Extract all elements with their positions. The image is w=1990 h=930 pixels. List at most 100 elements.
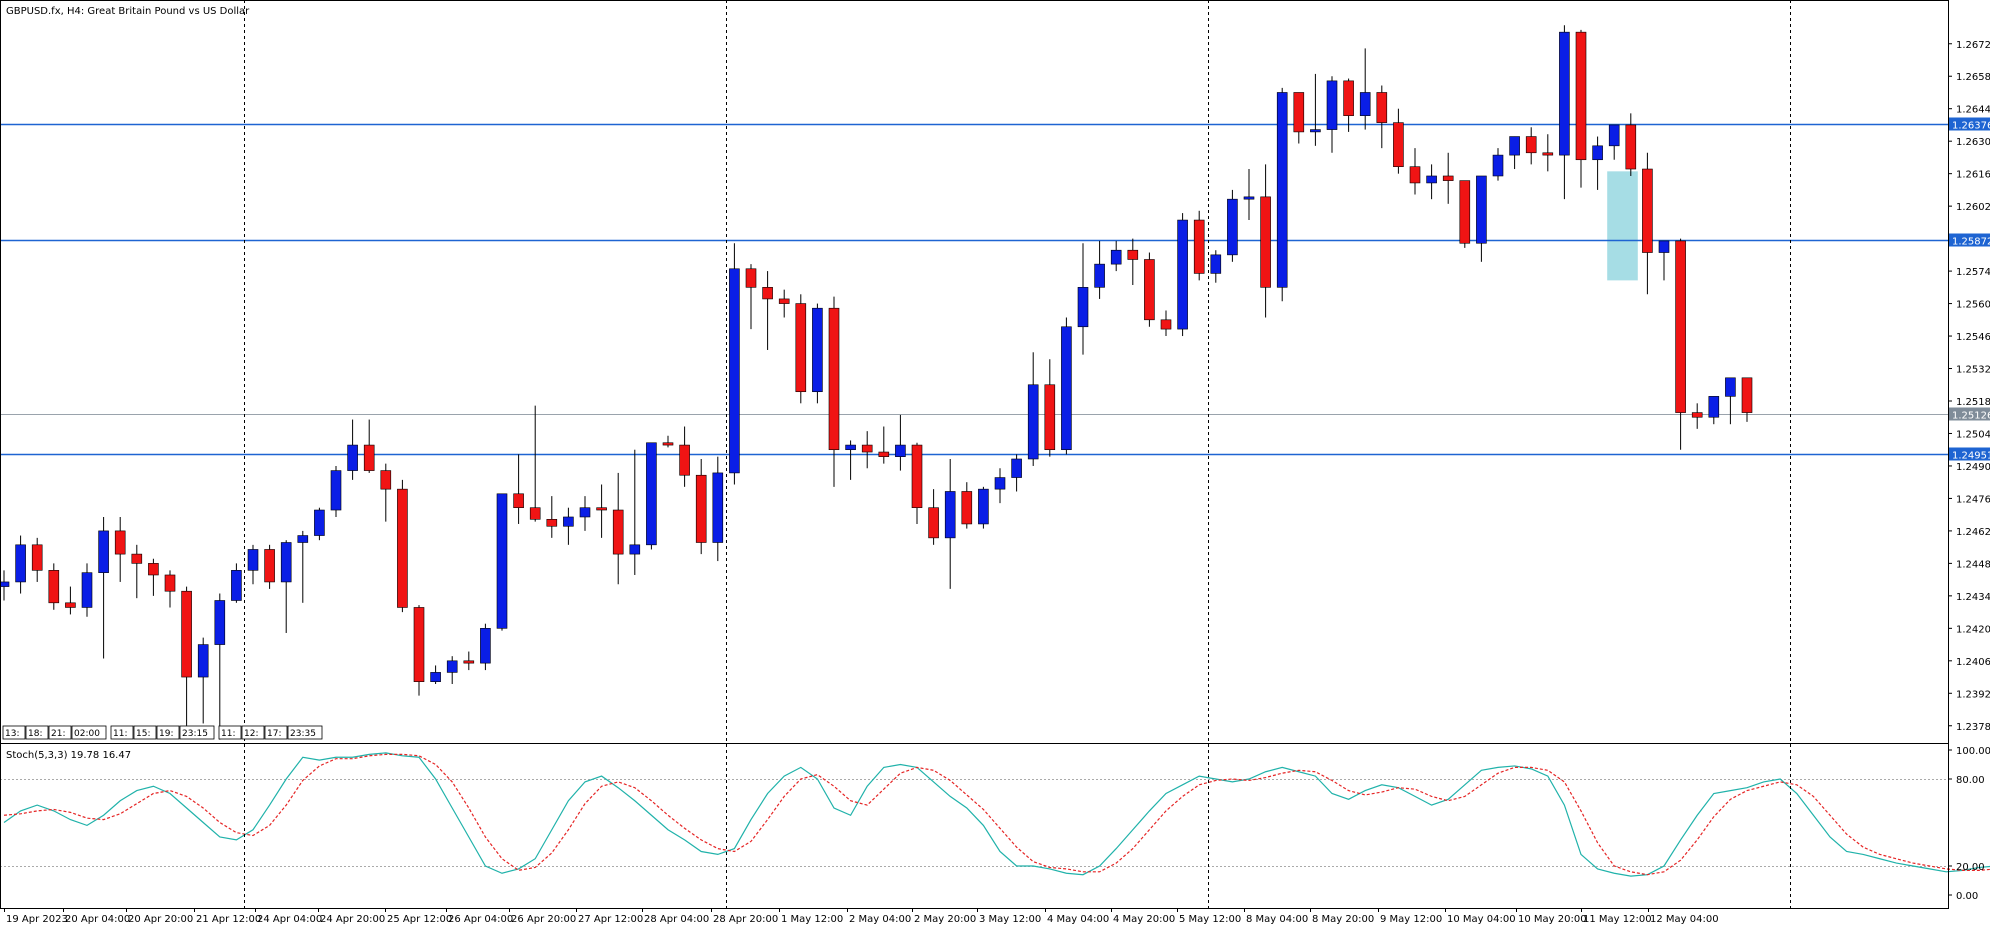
candle[interactable] [1260, 196, 1271, 288]
stochastic-panel[interactable] [0, 752, 1990, 877]
candle[interactable] [745, 268, 757, 288]
candle[interactable] [347, 444, 358, 471]
candle[interactable] [1210, 254, 1222, 274]
candle[interactable] [828, 307, 840, 451]
candle[interactable] [1542, 152, 1554, 156]
object-tag[interactable] [2, 725, 26, 740]
candle[interactable] [911, 444, 923, 509]
candle[interactable] [1077, 287, 1089, 328]
object-tag[interactable] [71, 725, 107, 740]
candle[interactable] [1027, 384, 1039, 460]
candle[interactable] [1310, 129, 1321, 133]
candle[interactable] [1144, 259, 1155, 321]
candle[interactable] [1343, 80, 1354, 116]
candle[interactable] [0, 581, 10, 587]
object-tag[interactable] [110, 725, 134, 740]
candle[interactable] [1509, 136, 1520, 156]
candle[interactable] [513, 493, 524, 509]
object-tag[interactable] [241, 725, 265, 740]
candle[interactable] [1376, 92, 1388, 123]
candle[interactable] [1575, 31, 1587, 161]
candle[interactable] [164, 574, 176, 592]
candle[interactable] [1592, 145, 1603, 161]
candle[interactable] [214, 600, 226, 645]
candle[interactable] [1675, 240, 1686, 413]
candle[interactable] [1061, 326, 1072, 451]
candle[interactable] [1426, 175, 1437, 184]
candle[interactable] [895, 444, 906, 457]
candle[interactable] [363, 444, 375, 471]
candle[interactable] [1160, 319, 1172, 330]
candle[interactable] [1094, 263, 1105, 288]
candle[interactable] [380, 470, 392, 490]
candle[interactable] [1625, 124, 1637, 170]
candle[interactable] [1658, 240, 1670, 253]
candle[interactable] [1725, 377, 1736, 397]
candle[interactable] [1243, 196, 1255, 200]
candle[interactable] [1044, 384, 1056, 451]
object-tag[interactable] [25, 725, 49, 740]
object-tag[interactable] [218, 725, 242, 740]
candle[interactable] [114, 530, 126, 555]
candle[interactable] [1525, 136, 1537, 154]
candle[interactable] [928, 507, 939, 539]
candle[interactable] [131, 553, 143, 564]
candle[interactable] [695, 474, 707, 543]
candle[interactable] [1293, 92, 1305, 133]
candle[interactable] [297, 535, 309, 543]
candle[interactable] [1741, 377, 1753, 413]
candle[interactable] [1476, 175, 1487, 244]
object-tag[interactable] [179, 725, 215, 740]
candle[interactable] [330, 470, 342, 511]
candle[interactable] [712, 472, 724, 543]
candle[interactable] [197, 644, 209, 678]
candle[interactable] [148, 563, 159, 576]
candle[interactable] [31, 544, 43, 571]
candle[interactable] [546, 519, 558, 527]
candle[interactable] [662, 442, 674, 446]
candle[interactable] [430, 672, 441, 682]
candle[interactable] [314, 509, 325, 536]
candle[interactable] [1177, 219, 1188, 330]
candle[interactable] [446, 660, 458, 673]
candle[interactable] [1193, 219, 1205, 274]
candle[interactable] [978, 488, 989, 525]
candle[interactable] [762, 287, 773, 300]
candle[interactable] [496, 493, 508, 629]
candle[interactable] [98, 530, 109, 573]
candle[interactable] [812, 307, 823, 393]
candle[interactable] [1708, 396, 1720, 418]
candle[interactable] [231, 570, 242, 601]
candle[interactable] [845, 444, 856, 451]
candle[interactable] [612, 509, 624, 555]
candle[interactable] [280, 542, 292, 583]
candle[interactable] [81, 572, 93, 608]
candle[interactable] [1559, 31, 1570, 156]
candle[interactable] [1442, 175, 1454, 181]
candle[interactable] [646, 442, 657, 546]
candle[interactable] [878, 451, 890, 457]
candle[interactable] [181, 590, 192, 678]
candle[interactable] [1393, 122, 1404, 168]
candle[interactable] [1691, 412, 1703, 418]
candle[interactable] [729, 268, 740, 474]
candle[interactable] [961, 491, 973, 525]
candle[interactable] [1110, 249, 1122, 265]
candle[interactable] [679, 444, 690, 476]
candle[interactable] [629, 544, 641, 555]
price-panel[interactable] [0, 25, 1948, 740]
candle[interactable] [65, 602, 76, 608]
candle[interactable] [480, 628, 491, 664]
object-tag[interactable] [264, 725, 288, 740]
candle[interactable] [15, 544, 26, 583]
candle[interactable] [264, 549, 275, 583]
candle[interactable] [1642, 168, 1653, 253]
candle[interactable] [1276, 92, 1288, 288]
candle[interactable] [397, 488, 408, 608]
candle[interactable] [1459, 180, 1471, 244]
candle[interactable] [596, 507, 607, 511]
candle[interactable] [529, 507, 541, 520]
candle[interactable] [48, 570, 60, 604]
candle[interactable] [795, 303, 807, 393]
candle[interactable] [463, 660, 475, 664]
